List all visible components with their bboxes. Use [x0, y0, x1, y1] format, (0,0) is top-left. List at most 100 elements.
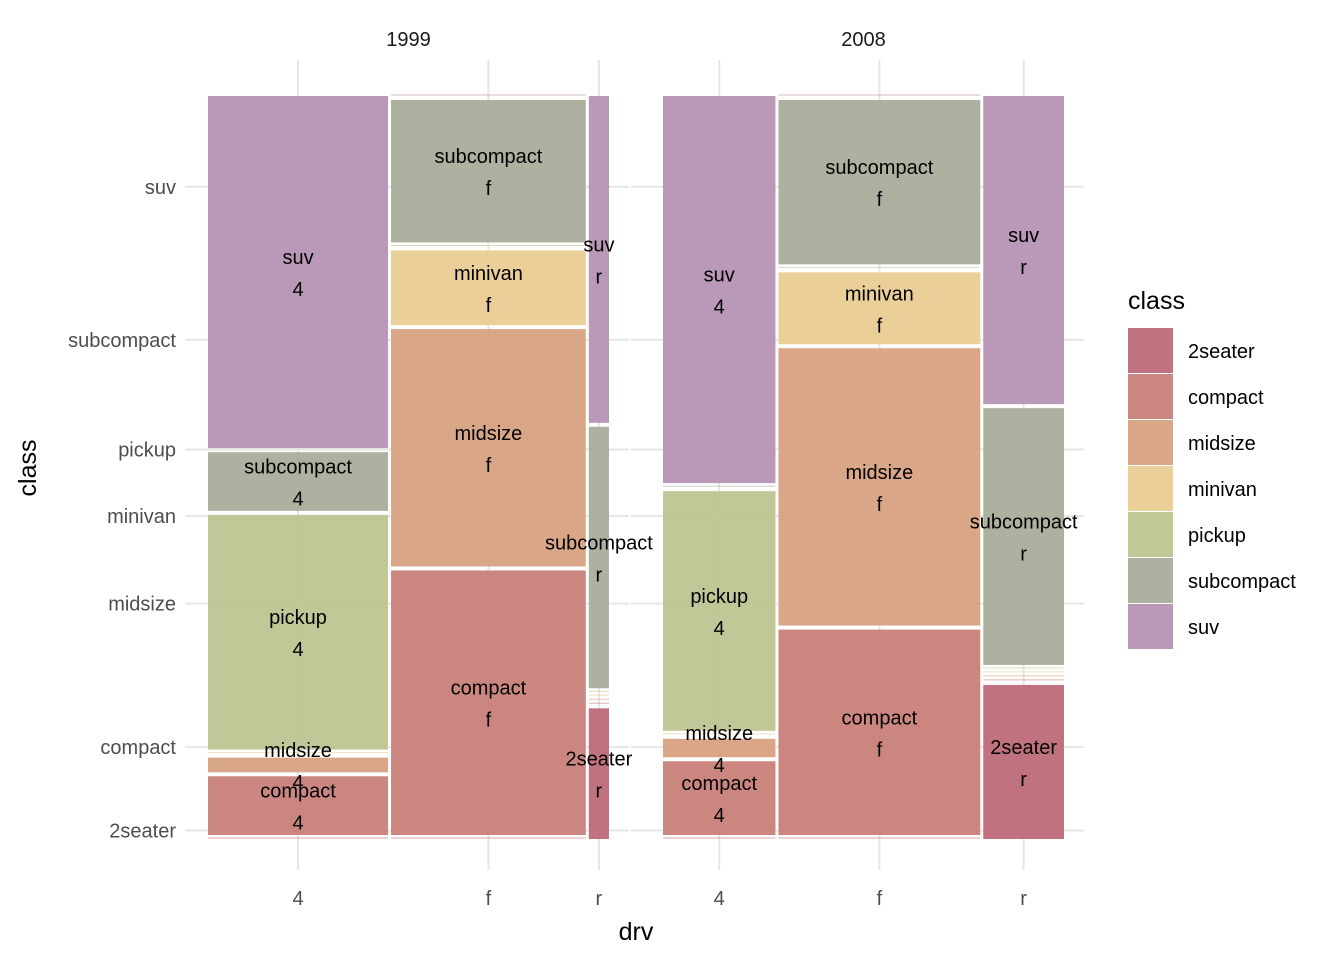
y-tick-label-compact: compact [100, 737, 176, 759]
cell-label-drv: 4 [714, 805, 725, 827]
legend-label-compact: compact [1188, 387, 1264, 409]
cell-label-class: midsize [455, 423, 523, 445]
cell-1999-f-minivan [391, 250, 586, 326]
cell-label-class: compact [681, 773, 757, 795]
facet-label-1999: 1999 [386, 29, 431, 51]
cell-label-class: 2seater [566, 749, 633, 771]
legend-label-2seater: 2seater [1188, 341, 1255, 363]
cell-label-drv: f [486, 455, 492, 477]
cell-1999-4-midsize [208, 757, 389, 773]
cell-label-class: pickup [690, 586, 748, 608]
legend-key-minivan [1128, 466, 1173, 511]
cell-label-class: suv [704, 265, 735, 287]
cell-label-class: midsize [264, 740, 332, 762]
cell-label-drv: r [596, 565, 603, 587]
cell-2008-4-suv [663, 96, 776, 484]
legend-key-suv [1128, 604, 1173, 649]
cell-label-drv: 4 [714, 297, 725, 319]
cell-label-drv: 4 [292, 639, 303, 661]
legend-label-subcompact: subcompact [1188, 571, 1296, 593]
cell-label-drv: f [877, 315, 883, 337]
cell-label-drv: f [486, 178, 492, 200]
cell-label-drv: f [486, 295, 492, 317]
cell-label-class: minivan [454, 263, 523, 285]
x-tick-label-1999-4: 4 [292, 888, 303, 910]
cell-label-drv: 4 [714, 755, 725, 777]
cell-label-drv: r [1020, 257, 1027, 279]
cell-2008-4-compact [663, 761, 776, 835]
x-tick-label-1999-f: f [486, 888, 492, 910]
cell-label-drv: f [486, 710, 492, 732]
cell-2008-f-subcompact [778, 100, 981, 265]
cell-label-class: compact [260, 781, 336, 803]
cell-label-drv: 4 [292, 489, 303, 511]
cell-1999-4-suv [208, 96, 389, 449]
legend-key-compact [1128, 374, 1173, 419]
cell-1999-4-pickup [208, 514, 389, 750]
cell-label-class: suv [1008, 225, 1039, 247]
cell-label-drv: r [596, 781, 603, 803]
cell-label-drv: r [596, 266, 603, 288]
y-tick-label-minivan: minivan [107, 506, 176, 528]
legend-title: class [1128, 287, 1185, 315]
cell-label-drv: f [877, 739, 883, 761]
cell-label-drv: 4 [292, 813, 303, 835]
cell-1999-r-2seater [588, 708, 609, 839]
cell-1999-4-subcompact [208, 452, 389, 511]
x-axis-title: drv [619, 918, 654, 946]
cell-label-class: pickup [269, 607, 327, 629]
cell-label-class: subcompact [244, 457, 352, 479]
cell-2008-r-2seater [983, 684, 1064, 839]
cell-1999-f-midsize [391, 329, 586, 567]
cell-label-class: 2seater [990, 737, 1057, 759]
axes: 2seater compact midsize minivan pickup subcom… [68, 29, 1027, 910]
y-tick-label-subcompact: subcompact [68, 330, 176, 352]
cell-label-class: compact [451, 678, 527, 700]
cell-label-drv: 4 [292, 772, 303, 794]
cell-label-drv: f [877, 189, 883, 211]
cell-label-class: minivan [845, 283, 914, 305]
legend-label-midsize: midsize [1188, 433, 1256, 455]
legend-label-pickup: pickup [1188, 525, 1246, 547]
cell-label-drv: 4 [714, 618, 725, 640]
legend-key-midsize [1128, 420, 1173, 465]
legend-key-subcompact [1128, 558, 1173, 603]
legend-label-minivan: minivan [1188, 479, 1257, 501]
legend-label-suv: suv [1188, 617, 1219, 639]
cell-label-class: subcompact [434, 146, 542, 168]
x-tick-label-2008-r: r [1020, 888, 1027, 910]
y-axis-title: class [14, 440, 42, 497]
cell-2008-r-suv [983, 96, 1064, 405]
cell-label-drv: 4 [292, 279, 303, 301]
x-tick-label-2008-4: 4 [714, 888, 725, 910]
y-tick-label-suv: suv [145, 177, 176, 199]
cell-2008-f-compact [778, 629, 981, 835]
cell-label-class: subcompact [825, 157, 933, 179]
cell-2008-r-subcompact [983, 408, 1064, 665]
cell-2008-4-pickup [663, 491, 776, 731]
y-tick-label-pickup: pickup [118, 440, 176, 462]
cell-label-class: compact [842, 707, 918, 729]
cell-label-class: subcompact [970, 512, 1078, 534]
cell-label-drv: r [1020, 769, 1027, 791]
cell-label-drv: r [1020, 544, 1027, 566]
x-tick-label-2008-f: f [877, 888, 883, 910]
cell-2008-4-midsize [663, 738, 776, 758]
facet-label-2008: 2008 [841, 29, 886, 51]
cell-labels: compact4midsize4pickup4subcompact4suv4co… [244, 146, 1078, 834]
legend: class 2seater compact midsize minivan pickup… [1128, 287, 1296, 649]
y-tick-label-midsize: midsize [108, 594, 176, 616]
cell-1999-f-subcompact [391, 100, 586, 243]
x-tick-label-1999-r: r [596, 888, 603, 910]
mosaic-cells [208, 94, 1064, 839]
legend-key-pickup [1128, 512, 1173, 557]
cell-2008-f-midsize [778, 348, 981, 626]
cell-label-class: midsize [845, 462, 913, 484]
cell-2008-f-minivan [778, 272, 981, 345]
cell-1999-r-suv [588, 96, 609, 423]
cell-label-class: suv [583, 234, 614, 256]
cell-1999-f-compact [391, 570, 586, 835]
cell-label-class: midsize [685, 723, 753, 745]
legend-key-2seater [1128, 328, 1173, 373]
